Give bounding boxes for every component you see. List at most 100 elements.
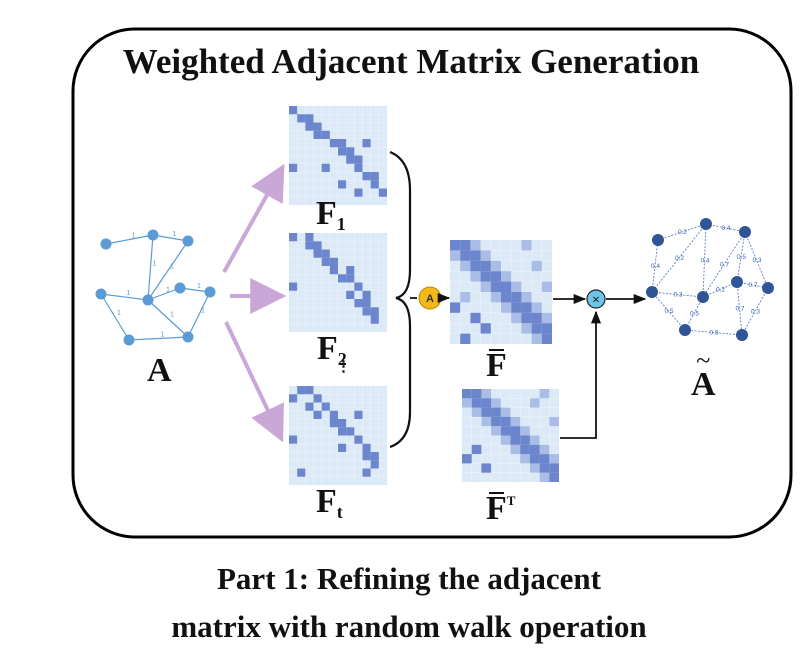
matrix-f2-cell bbox=[289, 282, 298, 291]
input-graph-edge bbox=[128, 336, 189, 341]
input-graph-edge bbox=[147, 234, 154, 301]
matrix-f2-cell bbox=[362, 307, 371, 316]
output-graph-edge bbox=[651, 223, 707, 293]
matrix-f-bar-t-cell bbox=[549, 472, 559, 482]
matrix-f-bar-t-cell bbox=[539, 444, 550, 455]
label-transpose-superscript: T bbox=[506, 493, 516, 508]
output-graph-edge bbox=[744, 231, 769, 289]
matrix-f2-cell bbox=[313, 249, 322, 258]
matrix-f-bar-t-cell bbox=[529, 435, 540, 445]
matrix-f2-cell bbox=[321, 257, 330, 266]
label-ft-symbol: F bbox=[316, 483, 337, 520]
aggregate-operator-symbol: A bbox=[426, 293, 434, 305]
input-graph-edge-weight: 1 bbox=[166, 287, 170, 294]
input-graph-edge bbox=[100, 293, 149, 301]
output-graph-edge-weight: 0.4 bbox=[701, 258, 710, 265]
matrix-ft-cell bbox=[305, 386, 314, 395]
matrix-f-bar-t-cell bbox=[491, 426, 501, 436]
matrix-f-bar-t-cell bbox=[491, 398, 501, 408]
output-graph-edge-weight: 0.2 bbox=[675, 255, 684, 262]
matrix-f1-cell bbox=[297, 114, 306, 123]
input-graph-edge bbox=[187, 291, 211, 338]
input-graph-edge bbox=[147, 240, 189, 301]
matrix-f1-cell bbox=[321, 130, 330, 139]
matrix-f-bar-cell bbox=[531, 302, 542, 313]
matrix-f1-cell bbox=[346, 147, 355, 156]
matrix-f1-cell bbox=[321, 163, 330, 172]
matrix-ft-cell bbox=[346, 427, 355, 436]
output-graph-edge-weight: 0.5 bbox=[737, 254, 746, 261]
matrix-f-bar-cell bbox=[511, 302, 522, 313]
matrix-f2-cell bbox=[338, 274, 347, 283]
matrix-ft-cell bbox=[297, 386, 306, 395]
matrix-f2-cell bbox=[329, 266, 338, 275]
matrix-f1-cell bbox=[329, 139, 338, 148]
output-graph-edge-weight: 0.4 bbox=[651, 263, 660, 270]
matrix-f2-cell bbox=[305, 233, 314, 242]
output-graph-edge bbox=[702, 281, 738, 298]
output-graph-node bbox=[697, 291, 709, 303]
matrix-f-bar-cell bbox=[490, 281, 501, 292]
output-graph-edge-weight: 0.2 bbox=[716, 287, 725, 294]
matrix-f-bar-t-cell bbox=[510, 416, 521, 427]
output-graph-edge bbox=[651, 239, 659, 293]
output-graph-edge bbox=[651, 291, 704, 298]
matrix-f-bar-cell bbox=[511, 281, 522, 292]
matrix-f-bar-t-cell bbox=[549, 416, 559, 427]
output-graph-node bbox=[731, 276, 743, 288]
matrix-f-bar-cell bbox=[470, 260, 481, 272]
matrix-f2-cell bbox=[313, 241, 322, 250]
input-graph-edge bbox=[100, 293, 130, 341]
matrix-f-bar-t-cell bbox=[529, 444, 540, 455]
matrix-f-bar-transpose bbox=[462, 389, 559, 482]
matrix-f2-cell bbox=[370, 307, 379, 316]
matrix-ft-cell bbox=[362, 468, 371, 477]
matrix-f1-cell bbox=[338, 139, 347, 148]
matrix-f2-cell bbox=[346, 274, 355, 283]
matrix-f-bar-t-cell bbox=[481, 398, 492, 408]
output-graph-node bbox=[646, 286, 658, 298]
label-ft: Ft bbox=[316, 483, 343, 523]
matrix-f2-cell bbox=[362, 290, 371, 299]
label-f1-symbol: F bbox=[316, 195, 337, 232]
matrix-f1-cell bbox=[313, 130, 322, 139]
matrix-f-bar-cell bbox=[501, 292, 512, 303]
matrix-f-bar-cell bbox=[450, 240, 461, 251]
matrix-f-bar-cell bbox=[470, 240, 481, 251]
input-graph-node bbox=[182, 235, 194, 247]
matrix-f1-cell bbox=[362, 139, 371, 148]
matrix-f1-cell bbox=[378, 188, 387, 197]
matrix-f2-cell bbox=[321, 249, 330, 258]
matrix-f1-cell bbox=[370, 172, 379, 181]
matrix-ft-cell bbox=[297, 468, 306, 477]
output-graph-edge-weight: 0.7 bbox=[736, 306, 745, 313]
label-f-bar: F bbox=[486, 347, 507, 385]
matrix-f-bar-cell bbox=[470, 312, 481, 324]
matrix-f2-cell bbox=[370, 315, 379, 324]
label-output-graph-symbol: A bbox=[691, 346, 716, 404]
matrix-ft bbox=[289, 386, 387, 485]
matrix-f-bar-cell bbox=[521, 323, 532, 334]
output-graph-node bbox=[739, 226, 751, 238]
matrix-ft-cell bbox=[362, 452, 371, 461]
matrix-f-bar-cell bbox=[480, 260, 491, 272]
matrix-f1-cell bbox=[354, 155, 363, 164]
matrix-f-bar-t-cell bbox=[481, 416, 492, 427]
matrix-f1 bbox=[289, 106, 387, 205]
matrix-f1-cell bbox=[289, 163, 298, 172]
multiply-operator-icon bbox=[586, 289, 606, 309]
matrix-f-bar-t-cell bbox=[491, 416, 501, 427]
diagram-title: Weighted Adjacent Matrix Generation bbox=[122, 42, 700, 81]
label-ft-subscript: t bbox=[336, 502, 343, 522]
matrix-f-bar-cell bbox=[541, 312, 552, 324]
ellipsis-dots: ⋮ bbox=[336, 359, 351, 375]
label-f-bar-transpose: FT bbox=[486, 490, 515, 528]
arrow-to-f1 bbox=[222, 163, 285, 273]
matrix-f-bar-t-cell bbox=[539, 463, 550, 473]
output-graph: 0.2 0.4 0.3 0.3 0.5 0.5 0.4 0.3 0.4 0.2 0.5 0.7 0.5 0… bbox=[646, 218, 774, 341]
label-f1-subscript: 1 bbox=[336, 214, 346, 234]
matrix-f-bar-t-cell bbox=[491, 407, 501, 417]
output-graph-edge-weight: 0.5 bbox=[665, 308, 674, 315]
matrix-f-bar-cell bbox=[531, 312, 542, 324]
input-graph-node bbox=[100, 238, 112, 250]
